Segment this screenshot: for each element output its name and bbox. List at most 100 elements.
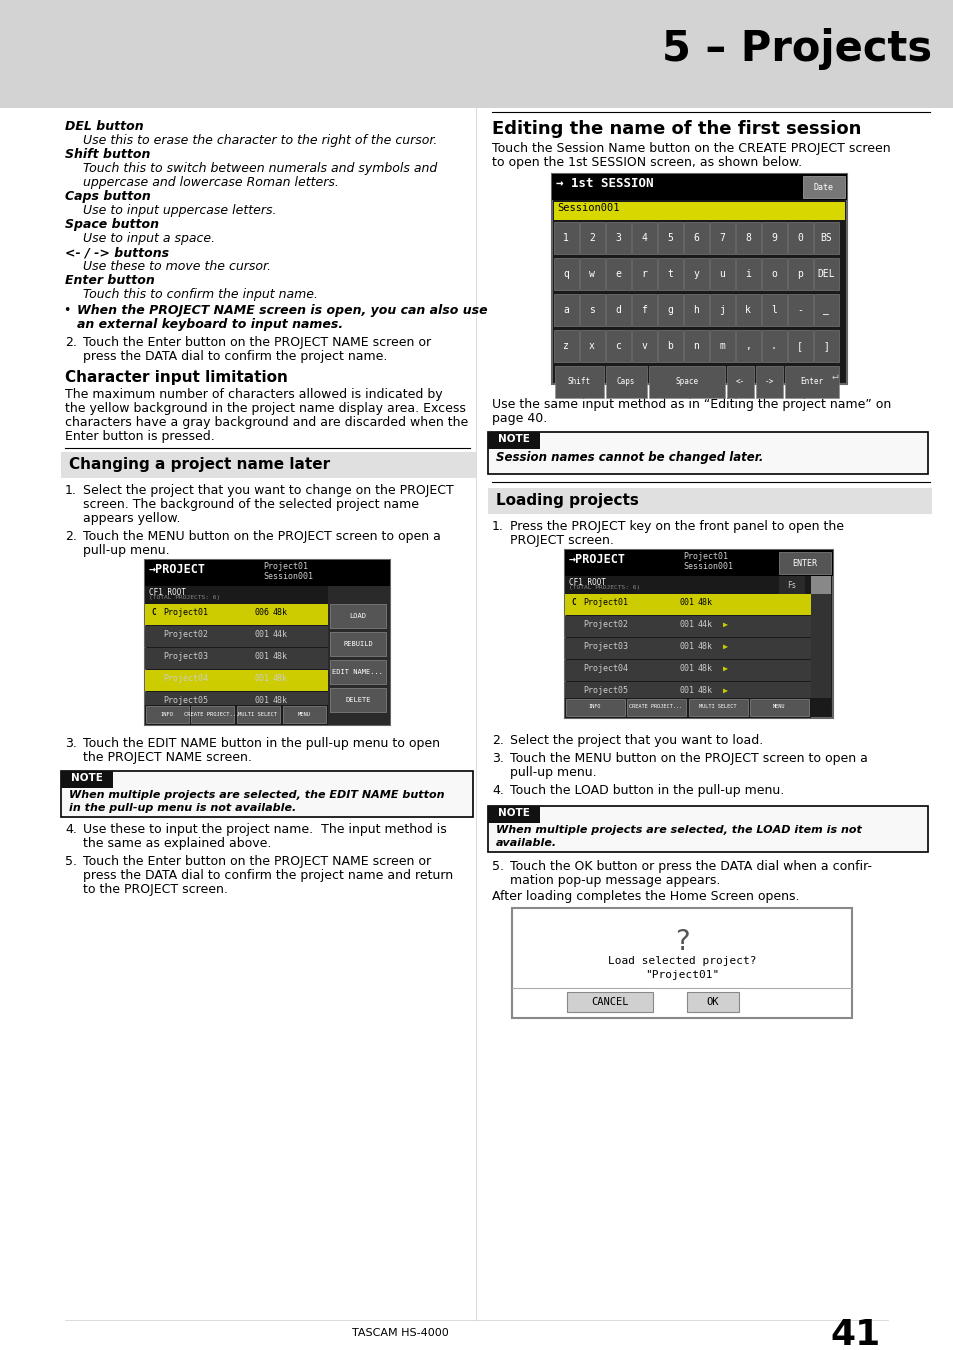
Text: Enter button is pressed.: Enter button is pressed. <box>65 431 214 443</box>
Text: [: [ <box>796 342 802 351</box>
Bar <box>688 699 747 716</box>
Text: j: j <box>719 305 724 315</box>
Bar <box>810 576 830 698</box>
Bar <box>802 176 844 198</box>
Bar <box>564 576 779 594</box>
Text: _: _ <box>822 305 828 315</box>
Text: 4.: 4. <box>65 824 77 836</box>
Bar <box>61 771 112 788</box>
Text: u: u <box>719 269 724 279</box>
Text: BS: BS <box>820 234 831 243</box>
Text: t: t <box>666 269 672 279</box>
Text: a: a <box>562 305 568 315</box>
Text: <- / -> buttons: <- / -> buttons <box>65 246 169 259</box>
Text: Shift button: Shift button <box>65 148 151 161</box>
Bar <box>564 660 810 680</box>
Text: Editing the name of the first session: Editing the name of the first session <box>492 120 861 138</box>
Text: Project04: Project04 <box>163 674 208 683</box>
Text: •: • <box>63 304 71 317</box>
Text: 001: 001 <box>679 686 695 695</box>
Text: 001: 001 <box>254 674 270 683</box>
Bar <box>631 258 657 290</box>
Text: →PROJECT: →PROJECT <box>149 563 206 576</box>
Bar <box>579 221 604 254</box>
Text: o: o <box>770 269 776 279</box>
Bar <box>566 992 652 1012</box>
Bar <box>145 693 328 713</box>
Text: Fs: Fs <box>786 580 796 590</box>
Bar <box>787 329 812 362</box>
Text: ↵: ↵ <box>831 371 838 381</box>
Text: Project05: Project05 <box>582 686 627 695</box>
Bar <box>330 603 386 628</box>
Bar <box>0 0 953 108</box>
Bar <box>810 576 830 594</box>
Text: 0: 0 <box>796 234 802 243</box>
Text: i: i <box>744 269 750 279</box>
Text: 48k: 48k <box>273 674 288 683</box>
Text: p: p <box>796 269 802 279</box>
Text: 001: 001 <box>254 652 270 662</box>
Text: 48k: 48k <box>273 697 288 705</box>
Bar <box>564 682 810 703</box>
Text: Touch the Enter button on the PROJECT NAME screen or: Touch the Enter button on the PROJECT NA… <box>83 336 431 350</box>
Bar <box>749 699 808 716</box>
Text: Use the same input method as in “Editing the project name” on: Use the same input method as in “Editing… <box>492 398 890 410</box>
Bar <box>488 806 539 824</box>
Bar <box>564 594 810 616</box>
Text: Project01: Project01 <box>163 608 208 617</box>
Text: 44k: 44k <box>698 620 712 629</box>
Text: z: z <box>562 342 568 351</box>
Bar <box>579 258 604 290</box>
Bar <box>488 806 927 852</box>
Text: INFO: INFO <box>160 711 173 717</box>
Bar <box>735 221 760 254</box>
Text: MENU: MENU <box>772 705 784 710</box>
Bar <box>658 258 682 290</box>
Bar <box>145 648 328 670</box>
Text: 4: 4 <box>640 234 646 243</box>
Text: CREATE PROJECT...: CREATE PROJECT... <box>629 705 681 710</box>
Text: Touch the Session Name button on the CREATE PROJECT screen: Touch the Session Name button on the CRE… <box>492 142 890 155</box>
Bar <box>605 366 646 398</box>
Text: ▶: ▶ <box>722 620 727 629</box>
Bar <box>61 771 473 817</box>
Text: 006: 006 <box>254 608 270 617</box>
Bar <box>813 221 838 254</box>
Text: h: h <box>692 305 699 315</box>
Bar <box>709 258 734 290</box>
Text: pull-up menu.: pull-up menu. <box>83 544 170 558</box>
Text: to open the 1st SESSION screen, as shown below.: to open the 1st SESSION screen, as shown… <box>492 157 801 169</box>
Text: Caps: Caps <box>616 378 635 386</box>
Bar <box>648 366 724 398</box>
Text: 2.: 2. <box>65 336 77 350</box>
Bar <box>813 258 838 290</box>
Bar <box>784 366 838 398</box>
Text: k: k <box>744 305 750 315</box>
Text: 5.: 5. <box>492 860 503 873</box>
Text: 48k: 48k <box>698 643 712 651</box>
Bar <box>554 221 578 254</box>
Text: "Project01": "Project01" <box>644 971 719 980</box>
Text: 3.: 3. <box>65 737 77 751</box>
Text: Select the project that you want to load.: Select the project that you want to load… <box>510 734 762 747</box>
Text: Loading projects: Loading projects <box>496 493 639 508</box>
Text: MULTI SELECT: MULTI SELECT <box>238 711 277 717</box>
Text: (TOTAL PROJECTS: 6): (TOTAL PROJECTS: 6) <box>568 585 639 590</box>
Bar <box>147 608 161 622</box>
Text: 001: 001 <box>254 697 270 705</box>
Text: Use to input uppercase letters.: Use to input uppercase letters. <box>83 204 276 217</box>
Bar <box>813 294 838 325</box>
Text: 41: 41 <box>829 1318 880 1350</box>
Text: Project01: Project01 <box>682 552 727 562</box>
Bar <box>191 706 233 724</box>
Bar <box>564 549 832 576</box>
Text: ?: ? <box>674 927 689 956</box>
Text: 4.: 4. <box>492 784 503 796</box>
Text: ,: , <box>744 342 750 351</box>
Bar <box>330 632 386 656</box>
Bar <box>146 706 189 724</box>
Bar <box>565 699 624 716</box>
Bar <box>145 705 328 725</box>
Text: Touch the EDIT NAME button in the pull-up menu to open: Touch the EDIT NAME button in the pull-u… <box>83 737 439 751</box>
